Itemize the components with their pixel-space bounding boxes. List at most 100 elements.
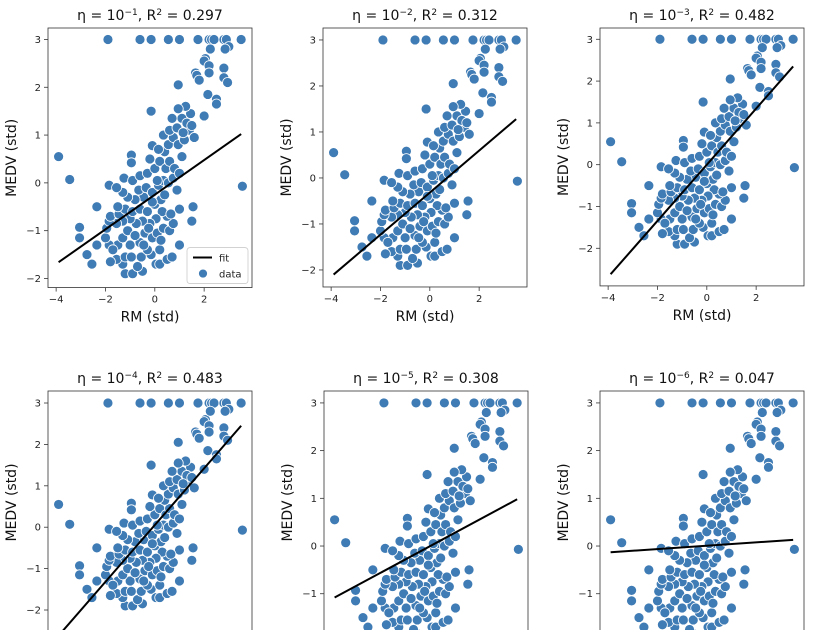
title-superscript: 2 [156, 371, 162, 381]
data-point [409, 34, 421, 46]
data-point [186, 120, 198, 131]
data-point [174, 575, 185, 587]
data-point [186, 554, 198, 566]
title-superscript: −4 [124, 371, 138, 381]
data-point [754, 452, 766, 464]
legend-data-swatch [198, 268, 208, 279]
data-point [696, 138, 708, 150]
data-points [53, 397, 248, 612]
data-point [367, 564, 379, 576]
subplot-title: η = 10−3, R2 = 0.482 [629, 8, 775, 24]
data-point [718, 476, 730, 488]
data-point [494, 426, 506, 437]
data-point [774, 440, 785, 452]
data-point [447, 547, 459, 559]
data-point [447, 78, 459, 90]
data-point [188, 482, 200, 494]
y-tick-label: −1 [26, 564, 41, 575]
data-point [654, 397, 666, 409]
data-point [134, 397, 146, 409]
data-point [380, 248, 391, 260]
axes-frame [47, 27, 253, 288]
data-point [174, 397, 185, 409]
data-point [705, 130, 716, 141]
legend: fit data [186, 247, 249, 284]
x-tick-label: 2 [201, 295, 207, 306]
data-point [377, 34, 389, 46]
y-tick-label: 3 [587, 35, 593, 46]
y-axis-label: MEDV (std) [4, 119, 20, 197]
x-tick-label: −4 [324, 294, 339, 305]
data-point [738, 109, 750, 120]
data-point [726, 397, 737, 409]
data-point [788, 543, 800, 555]
data-point [162, 397, 174, 409]
y-tick-label: 2 [310, 81, 316, 92]
data-point [694, 569, 705, 581]
data-point [718, 224, 730, 235]
data-point [739, 564, 751, 576]
data-point [464, 495, 476, 507]
title-text: η = 10 [629, 371, 676, 387]
data-point [64, 518, 76, 530]
data-point [172, 79, 184, 91]
data-point [420, 516, 432, 528]
data-point [386, 177, 397, 188]
data-point [420, 103, 432, 115]
data-point [91, 575, 103, 587]
data-point [159, 532, 171, 543]
data-point [664, 564, 676, 576]
data-point [723, 547, 735, 559]
data-point [413, 232, 425, 244]
data-point [198, 110, 210, 122]
title-text: η = 10 [353, 371, 400, 387]
data-point [154, 244, 166, 256]
data-point [414, 602, 426, 614]
data-point [419, 149, 431, 161]
data-point [177, 478, 189, 490]
y-tick-label: 2 [587, 446, 593, 457]
x-tick-label: 2 [753, 293, 759, 304]
data-point [203, 67, 215, 79]
data-point [486, 96, 497, 108]
data-point [429, 507, 440, 519]
data-point [756, 42, 768, 54]
data-point [450, 397, 461, 409]
axes-frame [599, 27, 805, 287]
data-point [144, 153, 156, 165]
data-point [461, 209, 473, 221]
data-point [102, 397, 114, 409]
data-point [478, 66, 490, 78]
x-tick-label: −4 [601, 293, 616, 304]
data-point [738, 578, 750, 590]
data-point [419, 585, 431, 597]
data-point [686, 33, 698, 45]
data-point [236, 524, 248, 536]
data-point [421, 397, 433, 409]
data-point [511, 397, 523, 409]
y-tick-label: 1 [587, 118, 593, 129]
data-point [726, 602, 737, 614]
legend-label-fit: fit [219, 254, 229, 265]
data-point [132, 261, 143, 272]
data-point [129, 230, 141, 241]
data-point [107, 579, 119, 591]
data-point [707, 597, 719, 609]
data-point [407, 253, 418, 264]
data-point [663, 163, 674, 175]
y-tick-label: 3 [311, 398, 317, 409]
data-point [714, 397, 726, 409]
data-point [711, 169, 723, 181]
data-point [235, 397, 247, 409]
data-point [724, 73, 736, 85]
data-point [143, 222, 155, 234]
fit-line [609, 65, 794, 275]
data-point [467, 34, 479, 46]
data-point [339, 169, 351, 181]
data-point [738, 192, 750, 204]
data-point [155, 234, 167, 246]
